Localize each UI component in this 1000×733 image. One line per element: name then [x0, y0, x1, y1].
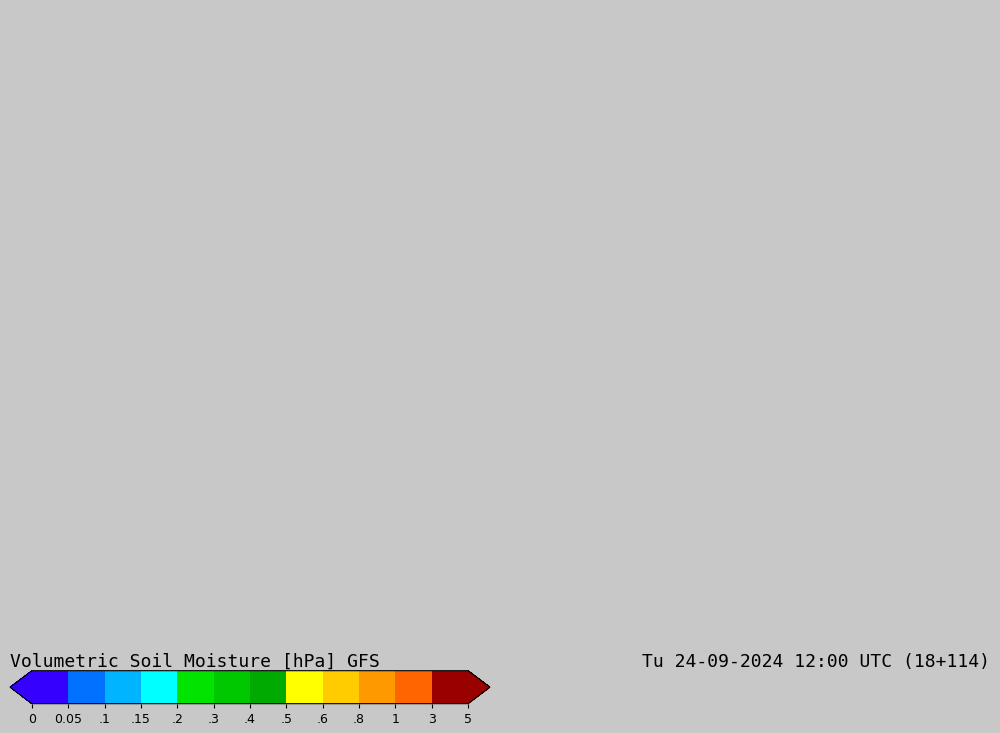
Text: Tu 24-09-2024 12:00 UTC (18+114): Tu 24-09-2024 12:00 UTC (18+114) [642, 652, 990, 671]
PathPatch shape [468, 671, 490, 704]
Text: Volumetric Soil Moisture [hPa] GFS: Volumetric Soil Moisture [hPa] GFS [10, 652, 380, 671]
PathPatch shape [10, 671, 32, 704]
